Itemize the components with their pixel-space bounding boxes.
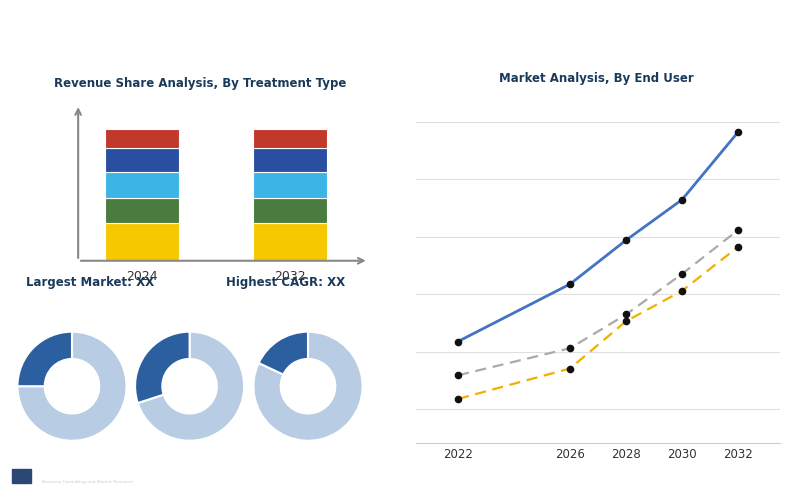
Bar	[106, 129, 179, 148]
Wedge shape	[254, 332, 362, 441]
Bar	[253, 223, 326, 261]
Bar	[106, 172, 179, 198]
Wedge shape	[258, 332, 308, 374]
Bar	[253, 148, 326, 172]
Bar	[253, 198, 326, 223]
Bar	[12, 469, 31, 483]
Text: Revenue Share Analysis, By Treatment Type: Revenue Share Analysis, By Treatment Typ…	[54, 77, 346, 90]
Text: Highest CAGR: XX: Highest CAGR: XX	[226, 277, 346, 289]
Wedge shape	[135, 332, 190, 403]
Bar	[106, 198, 179, 223]
Text: Reports and Insights: Reports and Insights	[42, 470, 112, 475]
Bar	[8, 466, 34, 486]
Bar	[253, 172, 326, 198]
Text: Market Analysis, By End User: Market Analysis, By End User	[498, 72, 694, 85]
Bar	[106, 223, 179, 261]
Bar	[253, 129, 326, 148]
Wedge shape	[138, 332, 244, 441]
Text: Largest Market: XX: Largest Market: XX	[26, 277, 154, 289]
Text: GLOBAL ACTINIC KERATOSIS TREATMENT MARKET SEGMENT ANALYSIS: GLOBAL ACTINIC KERATOSIS TREATMENT MARKE…	[12, 23, 646, 37]
Wedge shape	[18, 332, 126, 441]
Text: Business Consulting and Market Research: Business Consulting and Market Research	[42, 480, 134, 484]
Wedge shape	[18, 332, 72, 386]
Bar	[106, 148, 179, 172]
